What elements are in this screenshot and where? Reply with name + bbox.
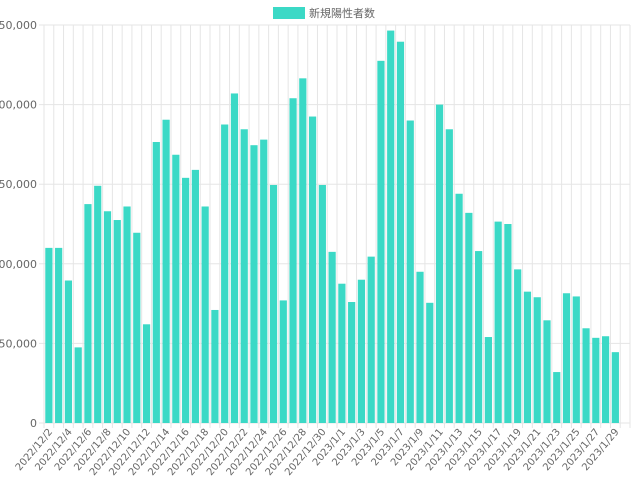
bar[interactable] [475,251,483,423]
bar[interactable] [396,41,405,423]
bar[interactable] [308,116,317,423]
bar[interactable] [435,104,444,423]
bar[interactable] [172,154,180,424]
bar[interactable] [592,337,600,423]
y-tick-label: 150,000 [0,178,37,191]
bar[interactable] [416,271,424,423]
bar[interactable] [191,169,199,423]
y-tick-label: 50,000 [0,337,37,350]
legend-swatch [273,7,305,19]
bar[interactable] [133,232,141,423]
bar[interactable] [601,336,610,423]
bar[interactable] [504,224,512,423]
legend-label: 新規陽性者数 [309,6,375,20]
bar[interactable] [211,309,219,423]
bar[interactable] [328,251,336,423]
bar[interactable] [387,30,395,424]
y-tick-label: 100,000 [0,258,37,271]
bar[interactable] [533,297,541,423]
bar[interactable] [318,184,326,423]
bar[interactable] [113,220,121,423]
bar[interactable] [494,221,502,423]
bar[interactable] [240,129,248,423]
bar[interactable] [74,347,82,423]
bar[interactable] [582,328,590,423]
y-tick-label: 250,000 [0,19,37,32]
bar[interactable] [445,129,453,423]
bar[interactable] [64,280,73,423]
bar[interactable] [377,60,385,423]
bar[interactable] [299,78,307,423]
bar[interactable] [279,300,287,423]
bar[interactable] [45,247,53,423]
bar[interactable] [367,256,375,423]
bar[interactable] [572,296,580,423]
bar[interactable] [406,120,414,424]
legend[interactable]: 新規陽性者数 [273,6,375,20]
bar[interactable] [348,302,356,423]
bar[interactable] [455,193,463,423]
bar[interactable] [250,145,258,424]
grid-lines [39,24,631,428]
y-tick-label: 0 [30,417,37,430]
bar[interactable] [269,184,278,423]
bar[interactable] [230,93,239,424]
bars [45,30,619,424]
bar[interactable] [103,211,112,423]
bar[interactable] [221,124,229,424]
bar[interactable] [142,324,151,423]
bar[interactable] [55,247,63,423]
bar[interactable] [123,206,131,423]
bar[interactable] [182,177,190,423]
bar[interactable] [162,119,170,423]
bar[interactable] [543,320,551,423]
y-tick-label: 200,000 [0,99,37,112]
bar[interactable] [611,352,619,423]
bar[interactable] [289,98,297,424]
bar[interactable] [357,279,366,423]
bar[interactable] [201,206,209,423]
bar[interactable] [562,293,571,423]
y-axis-ticks: 0 50,000 100,000 150,000 200,000 250,000 [0,19,37,430]
bar[interactable] [514,269,522,423]
bar[interactable] [152,142,160,423]
bar[interactable] [465,212,473,423]
bar[interactable] [484,337,492,423]
bar[interactable] [553,372,561,423]
bar[interactable] [84,204,92,423]
bar[interactable] [426,302,434,423]
bar[interactable] [338,283,346,423]
x-axis-ticks: 2022/12/22022/12/42022/12/62022/12/82022… [14,427,622,478]
bar[interactable] [523,291,532,423]
bar[interactable] [94,185,102,423]
bar[interactable] [260,139,268,423]
